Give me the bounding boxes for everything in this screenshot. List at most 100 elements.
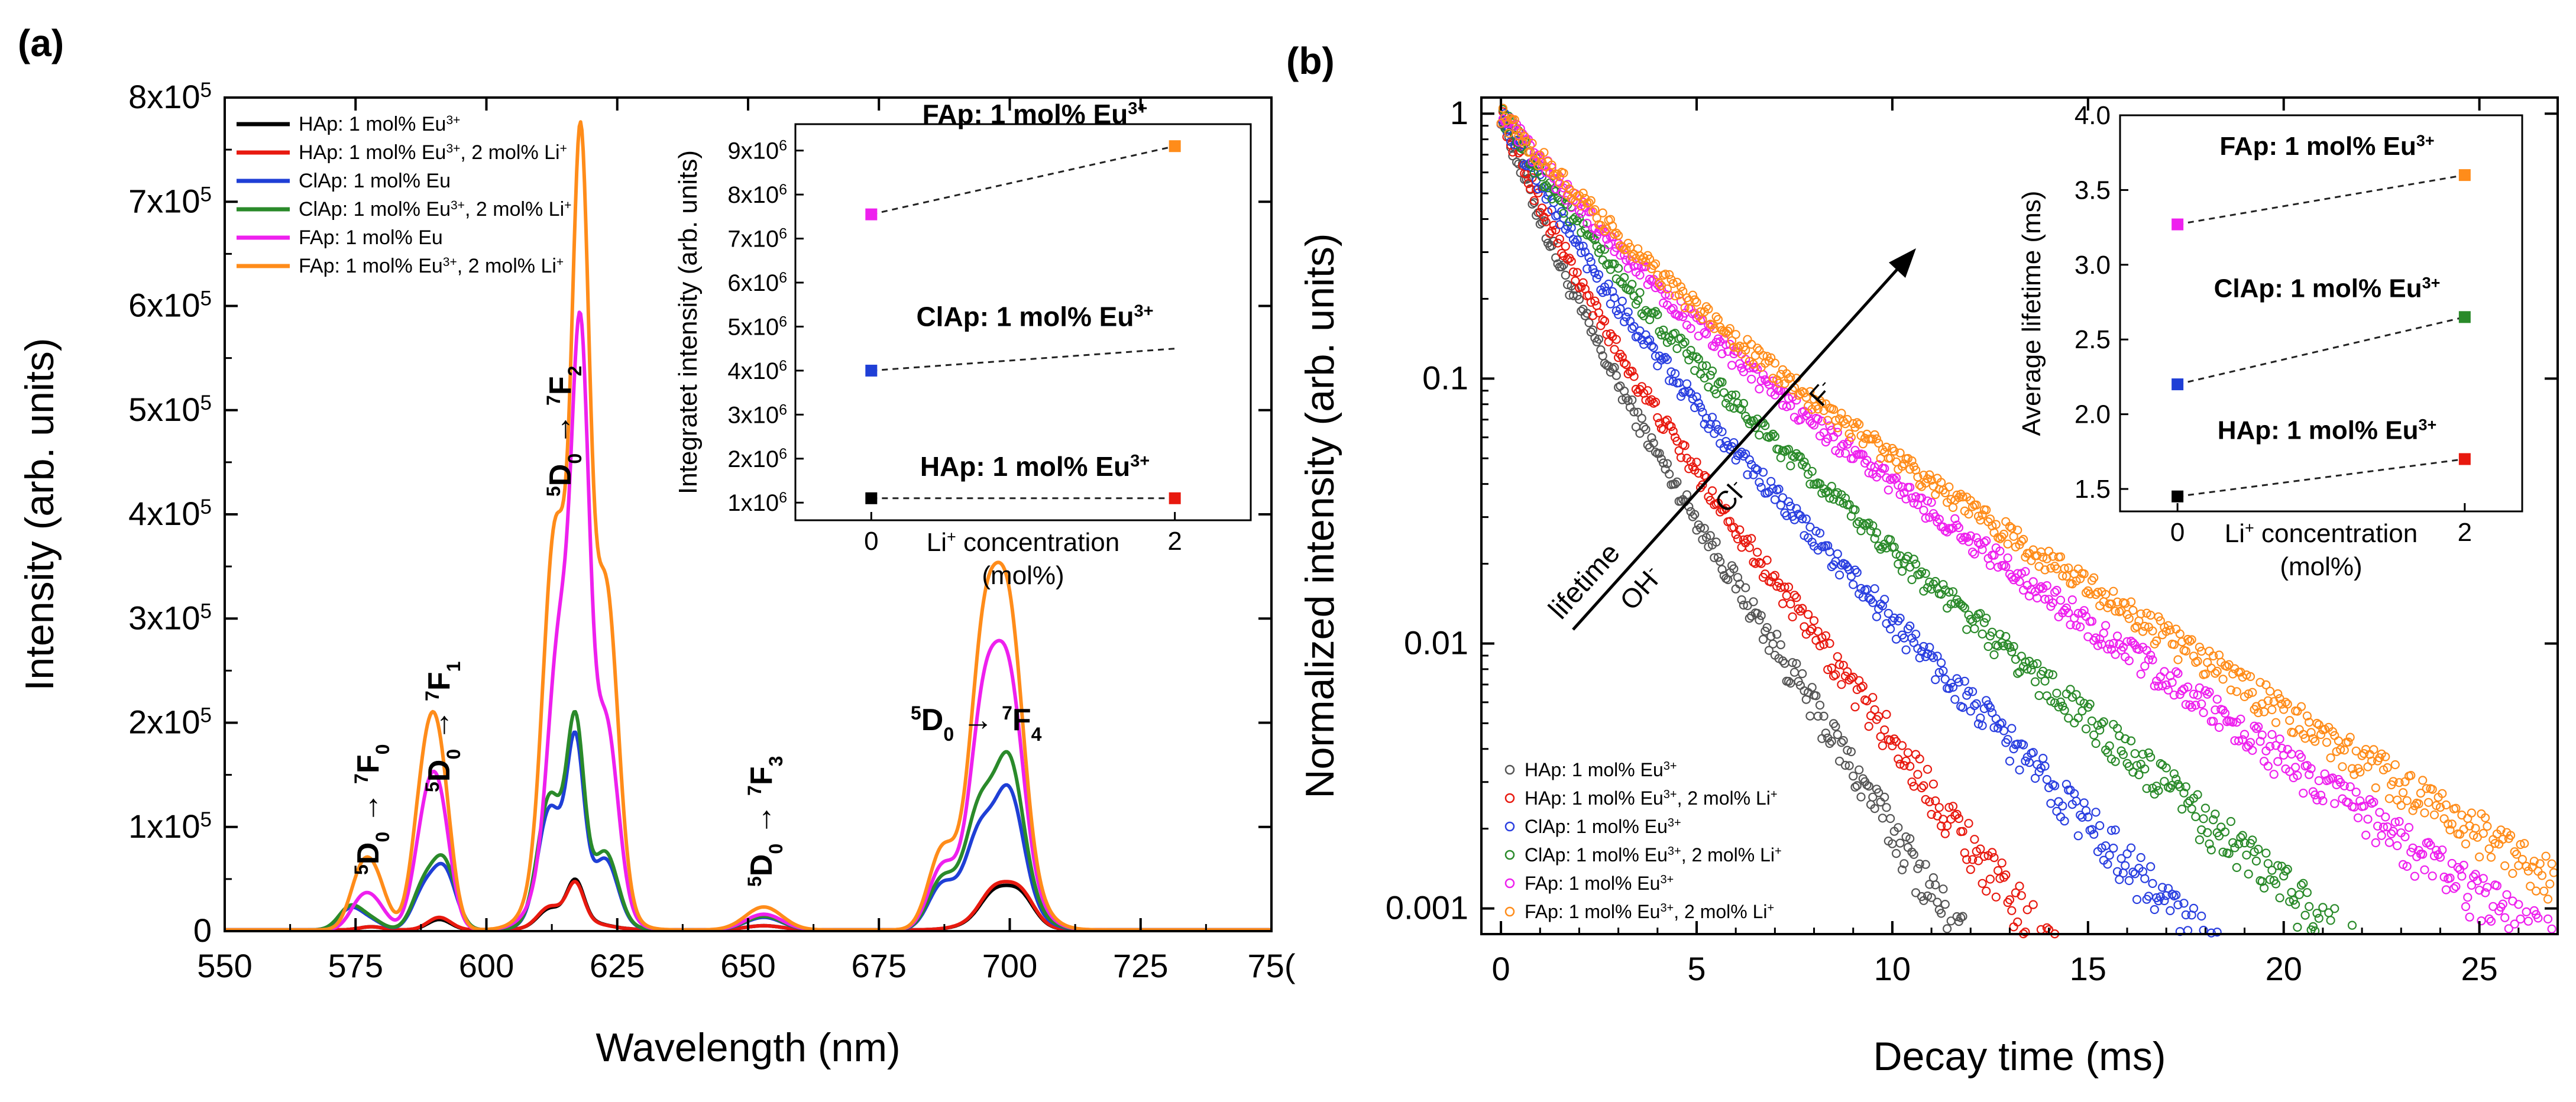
decay-series-5 <box>1496 103 2558 904</box>
decay-point <box>1907 777 1917 787</box>
x-axis-title-a: Wavelength (nm) <box>596 1025 900 1070</box>
y-tick-label-a: 2x105 <box>128 704 212 741</box>
decay-point <box>2399 788 2408 798</box>
decay-point <box>2316 790 2326 800</box>
decay-point <box>2044 546 2054 556</box>
decay-point <box>1528 138 1537 148</box>
decay-point <box>1774 484 1784 494</box>
inset-dashed-line-a <box>871 348 1175 372</box>
x-tick-label-a: 625 <box>590 947 645 984</box>
decay-point <box>2367 756 2377 766</box>
decay-point <box>2175 782 2185 792</box>
decay-point <box>1780 582 1789 592</box>
decay-point <box>1661 270 1670 279</box>
decay-point <box>1778 599 1788 608</box>
decay-point <box>2163 621 2173 630</box>
decay-point <box>1661 290 1670 299</box>
decay-point <box>1604 259 1613 268</box>
decay-point <box>2185 636 2195 646</box>
decay-point <box>1827 481 1836 491</box>
decay-point <box>1813 711 1823 721</box>
decay-point <box>1594 335 1604 344</box>
decay-point <box>2314 913 2323 923</box>
decay-point <box>2506 831 2516 840</box>
inset-y-title-a: Integratet intensity (arb. units) <box>674 150 703 494</box>
decay-point <box>2013 669 2022 678</box>
decay-point <box>2062 571 2071 581</box>
decay-point <box>2232 687 2241 696</box>
decay-point <box>2293 771 2302 780</box>
decay-point <box>1864 782 1873 791</box>
decay-point <box>1784 676 1794 686</box>
decay-point <box>1964 610 1973 620</box>
decay-point <box>2140 764 2150 774</box>
decay-point <box>2273 689 2283 699</box>
legend-label-b: HAp: 1 mol% Eu3+, 2 mol% Li+ <box>1525 787 1778 809</box>
decay-point <box>1584 198 1594 208</box>
decay-point <box>1533 184 1543 194</box>
decay-point <box>2091 738 2101 748</box>
decay-point <box>2238 735 2247 744</box>
decay-point <box>1923 764 1933 774</box>
decay-point <box>2124 876 2134 886</box>
decay-point <box>1755 615 1764 625</box>
decay-point <box>1958 912 1967 921</box>
decay-point <box>1735 525 1745 534</box>
decay-point <box>1809 616 1819 625</box>
decay-point <box>2101 841 2111 851</box>
decay-point <box>1921 513 1930 523</box>
decay-point <box>2345 782 2355 792</box>
decay-point <box>1750 351 1760 361</box>
decay-point <box>2406 770 2416 780</box>
decay-point <box>2200 803 2210 813</box>
decay-point <box>1798 604 1807 613</box>
decay-point <box>1620 358 1629 368</box>
decay-point <box>2305 770 2314 779</box>
decay-point <box>2130 869 2140 879</box>
decay-point <box>2344 737 2353 747</box>
decay-point <box>1504 128 1513 138</box>
decay-point <box>1756 611 1766 620</box>
decay-point <box>1819 640 1829 649</box>
decay-point <box>2281 698 2290 707</box>
decay-point <box>2013 917 2022 927</box>
decay-point <box>1925 470 1934 479</box>
decay-point <box>1798 514 1807 524</box>
decay-point <box>2402 796 2412 805</box>
inset-y-tick-label-a: 2x106 <box>727 446 787 472</box>
decay-point <box>2003 553 2012 563</box>
decay-point <box>2432 845 2441 855</box>
decay-point <box>2224 660 2234 669</box>
decay-point <box>2424 798 2433 807</box>
decay-point <box>2512 850 2522 859</box>
decay-point <box>1856 526 1866 536</box>
decay-point <box>1755 430 1764 440</box>
decay-point <box>1894 559 1903 569</box>
decay-point <box>1889 446 1899 456</box>
decay-point <box>1666 422 1676 432</box>
decay-point <box>2087 716 2096 726</box>
decay-point <box>1894 823 1903 832</box>
decay-point <box>2127 597 2136 607</box>
decay-point <box>1647 433 1656 443</box>
decay-point <box>2543 894 2553 904</box>
decay-point <box>1852 781 1862 790</box>
decay-point <box>1655 278 1664 288</box>
decay-point <box>2109 586 2118 596</box>
decay-point <box>2400 832 2410 842</box>
decay-point <box>2001 517 2011 526</box>
decay-point <box>2199 708 2208 718</box>
decay-point <box>2261 680 2271 690</box>
decay-point <box>1970 624 1979 634</box>
decay-point <box>2203 828 2212 838</box>
y-tick-label-a: 3x105 <box>128 599 212 636</box>
legend-label-a: HAp: 1 mol% Eu3+ <box>299 113 460 135</box>
decay-point <box>2015 577 2024 586</box>
decay-point <box>1905 834 1915 844</box>
decay-point <box>2457 871 2467 881</box>
decay-point <box>2009 575 2018 585</box>
legend-label-b: ClAp: 1 mol% Eu3+, 2 mol% Li+ <box>1525 844 1782 866</box>
inset-x-title-b: Li+ concentration <box>2225 519 2418 548</box>
decay-point <box>1805 522 1815 532</box>
decay-point <box>2109 843 2118 853</box>
